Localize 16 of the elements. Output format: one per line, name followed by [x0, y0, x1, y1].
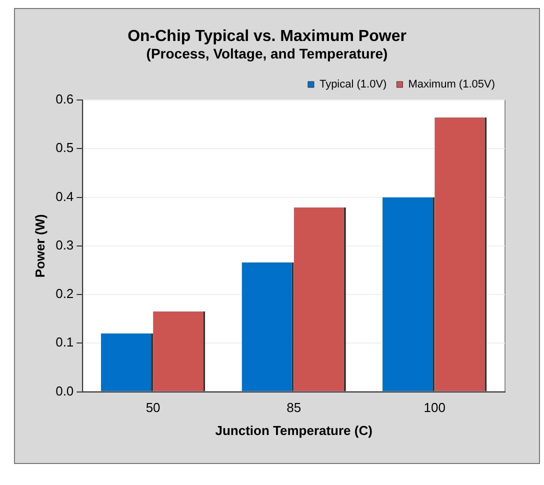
- x-tick-label: 100: [424, 400, 446, 416]
- legend-label: Maximum (1.05V): [408, 78, 495, 91]
- y-tick-label: 0.5: [56, 140, 74, 156]
- y-tick-label: 0.3: [56, 237, 74, 252]
- y-tick-label: 0.0: [56, 383, 74, 398]
- y-tick-label: 0.4: [56, 188, 74, 204]
- chart-subtitle: (Process, Voltage, and Temperature): [146, 45, 388, 62]
- x-tick-label: 85: [286, 400, 302, 416]
- y-tick-label: 0.2: [56, 286, 74, 302]
- y-tick-label: 0.6: [56, 92, 74, 107]
- legend-label: Typical (1.0V): [319, 78, 387, 91]
- y-axis-title: Power (W): [32, 214, 48, 278]
- chart-title: On-Chip Typical vs. Maximum Power: [128, 28, 406, 46]
- y-tick-label: 0.1: [56, 334, 74, 350]
- x-axis-title: Junction Temperature (C): [215, 422, 372, 438]
- x-tick-label: 50: [146, 400, 160, 416]
